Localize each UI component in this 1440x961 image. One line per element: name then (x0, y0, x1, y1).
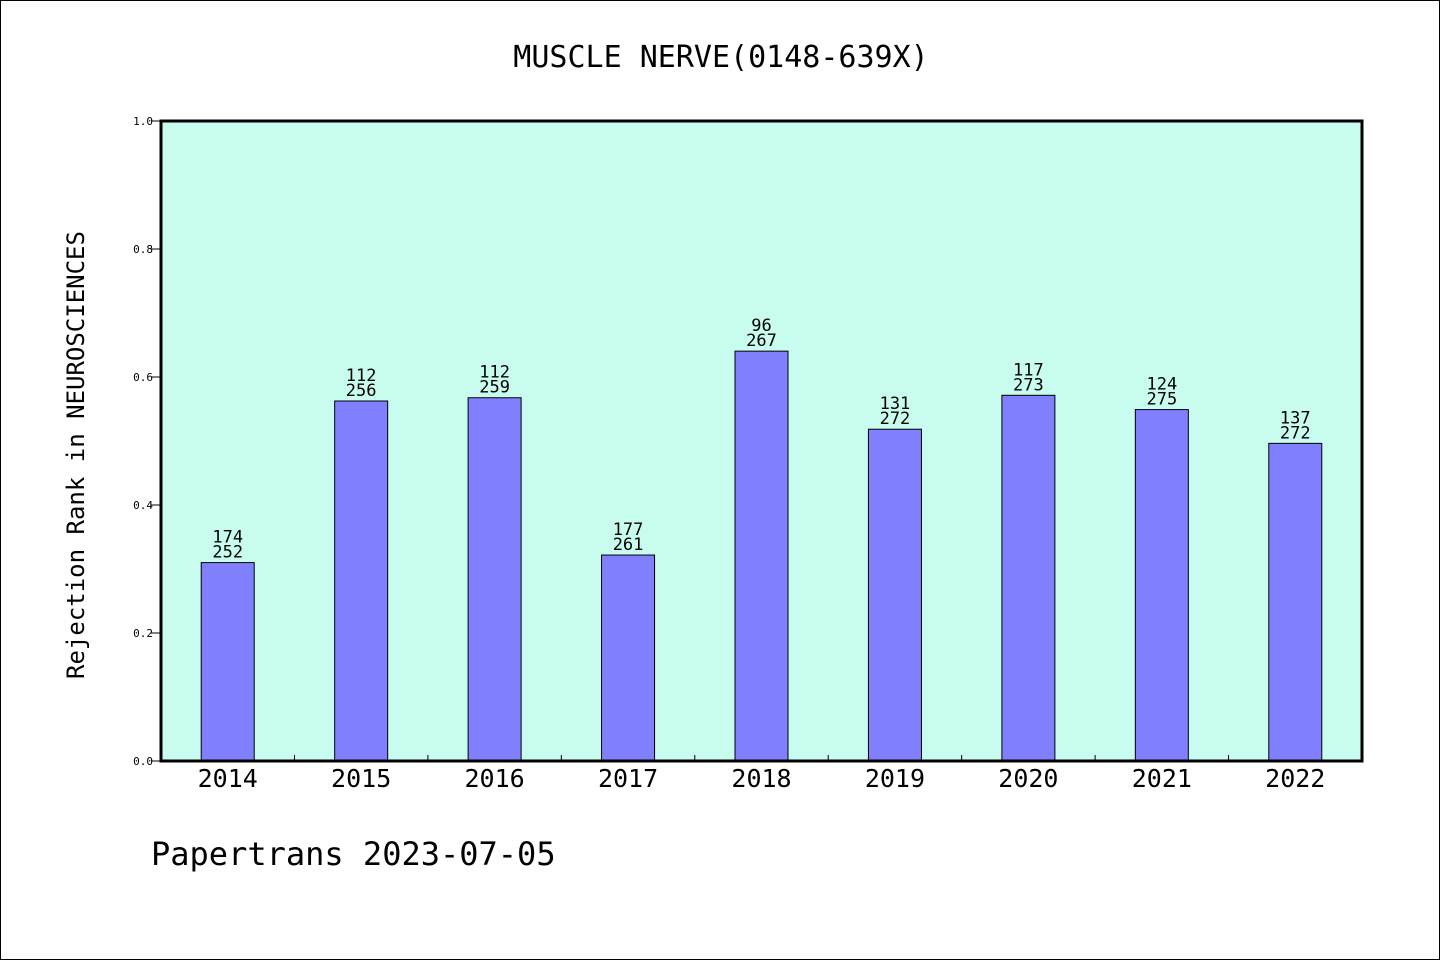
x-tick-label: 2021 (1132, 764, 1192, 793)
bar-label-rank: 174 (212, 528, 243, 548)
chart-title: MUSCLE NERVE(0148-639X) (513, 40, 928, 75)
y-tick-label: 0.6 (133, 371, 153, 384)
x-tick-label: 2022 (1265, 764, 1325, 793)
bar-label-rank: 117 (1013, 360, 1044, 380)
x-tick-label: 2018 (731, 764, 791, 793)
bar (601, 554, 656, 762)
bar-label-rank: 137 (1280, 408, 1311, 428)
bar-label-rank: 112 (346, 366, 377, 386)
bar (334, 400, 389, 762)
bar-label-rank: 124 (1146, 375, 1177, 395)
bar (1134, 409, 1189, 762)
bar-label-total: 261 (613, 535, 644, 555)
bar-label-total: 259 (479, 378, 510, 398)
bar-label-total: 267 (746, 331, 777, 351)
bar-label-rank: 177 (613, 520, 644, 540)
bar-label-total: 256 (346, 381, 377, 401)
y-tick-label: 0.8 (133, 243, 153, 256)
bar-label-total: 272 (1280, 423, 1311, 443)
y-tick-label: 1.0 (133, 115, 153, 128)
bar (734, 350, 789, 762)
bar (1001, 394, 1056, 762)
bar-label-total: 272 (880, 409, 911, 429)
bar (200, 562, 255, 762)
bar-label-total: 273 (1013, 375, 1044, 395)
x-tick-label: 2014 (198, 764, 258, 793)
bar-series: 1742521122561122591772619626713127211727… (200, 316, 1323, 762)
x-tick-label: 2016 (465, 764, 525, 793)
y-axis: 0.0 0.2 0.4 0.6 0.8 1.0 (133, 115, 161, 768)
y-tick-label: 0.4 (133, 499, 153, 512)
bar (467, 397, 522, 762)
y-axis-label: Rejection Rank in NEUROSCIENCES (62, 231, 90, 679)
bar-label-rank: 131 (880, 394, 911, 414)
bar-label-total: 252 (212, 543, 243, 563)
bar (867, 428, 922, 762)
x-tick-label: 2019 (865, 764, 925, 793)
plot-border (159, 119, 1364, 763)
y-tick-label: 0.0 (133, 755, 153, 768)
bar (1268, 442, 1323, 762)
x-tick-label: 2017 (598, 764, 658, 793)
x-tick-label: 2015 (331, 764, 391, 793)
x-tick-label: 2020 (998, 764, 1058, 793)
bar-label-rank: 96 (751, 316, 771, 336)
bar-label-total: 275 (1146, 390, 1177, 410)
y-tick-label: 0.2 (133, 627, 153, 640)
footer-credit: Papertrans 2023-07-05 (151, 835, 556, 873)
x-axis: 2014 2015 2016 2017 2018 2019 2020 2021 2022 (198, 755, 1325, 793)
bar-label-rank: 112 (479, 363, 510, 383)
